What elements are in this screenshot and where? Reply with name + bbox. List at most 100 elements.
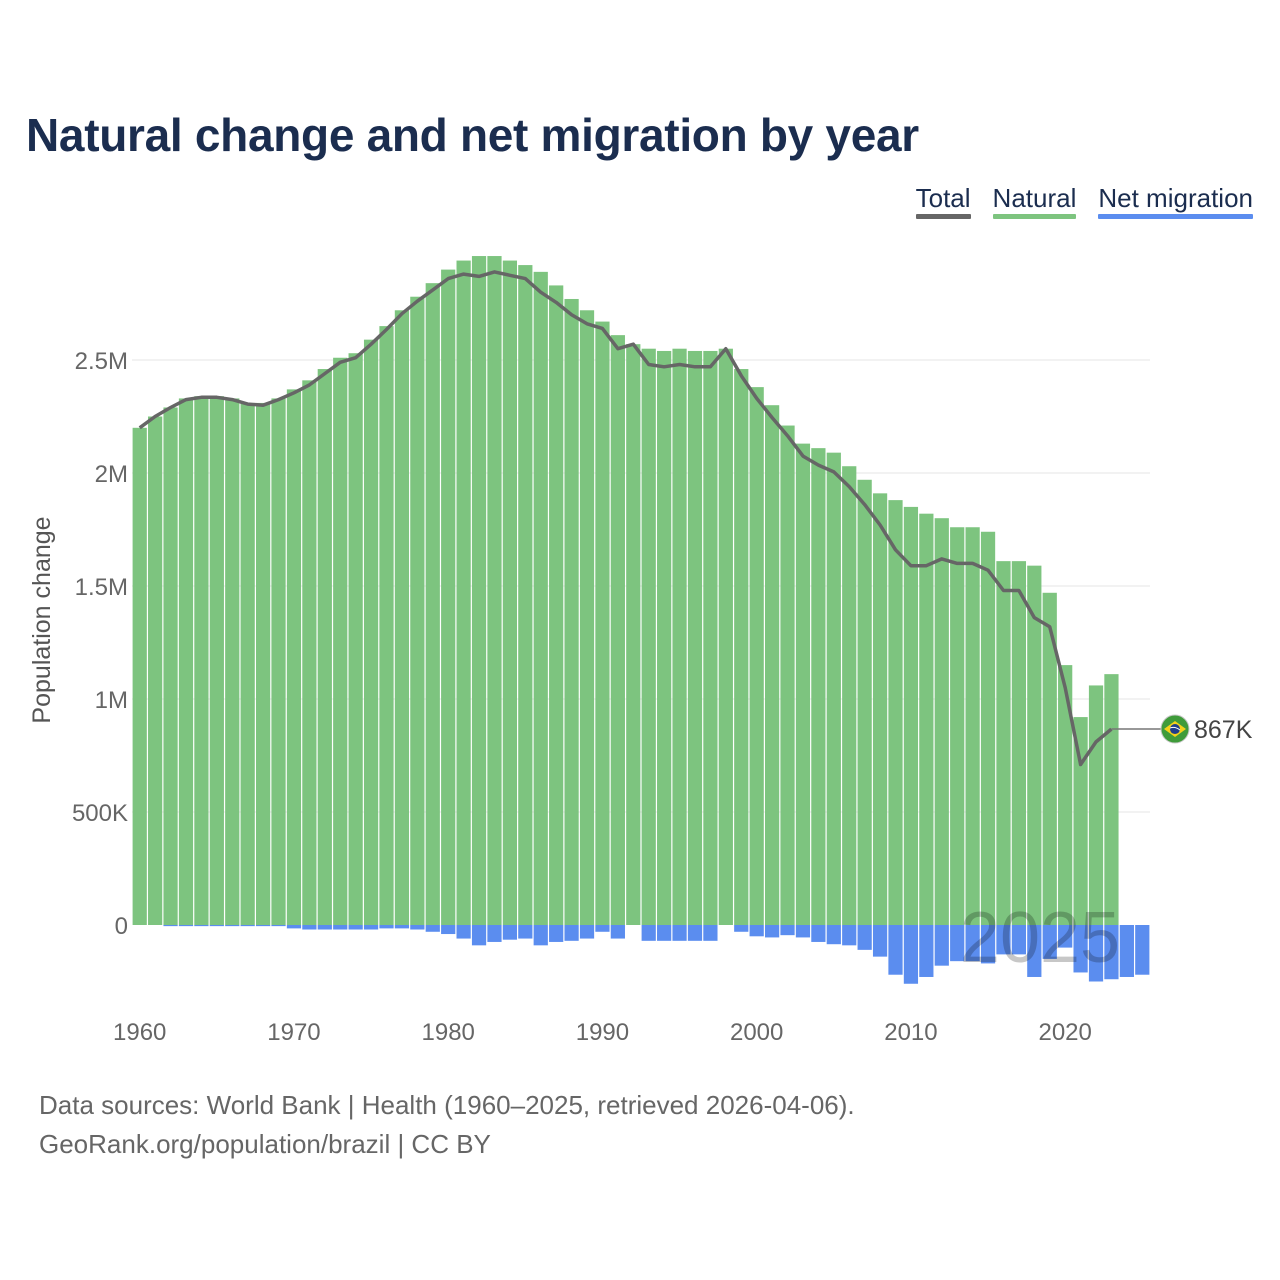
natural-bar-1973[interactable] [333,357,348,925]
natural-bar-2018[interactable] [1027,565,1042,925]
natural-bar-2011[interactable] [919,513,934,925]
natural-bar-2016[interactable] [996,561,1011,925]
migration-bar-1993[interactable] [641,925,656,941]
natural-bar-1984[interactable] [502,260,518,925]
natural-bar-1994[interactable] [657,350,672,926]
migration-bar-2017[interactable] [1011,925,1027,955]
natural-bar-2005[interactable] [826,452,841,925]
natural-bar-1960[interactable] [132,427,147,925]
natural-bar-1970[interactable] [286,389,302,925]
migration-bar-2009[interactable] [888,925,903,975]
natural-bar-2021[interactable] [1073,717,1088,925]
migration-bar-1999[interactable] [734,925,749,932]
natural-bar-1971[interactable] [302,380,317,926]
natural-bar-2007[interactable] [857,479,872,925]
natural-bar-2006[interactable] [842,466,857,925]
migration-bar-1962[interactable] [163,925,178,927]
migration-bar-1976[interactable] [379,925,394,929]
natural-bar-1962[interactable] [163,407,178,926]
migration-bar-1985[interactable] [518,925,533,939]
migration-bar-2023[interactable] [1104,925,1119,980]
natural-bar-1986[interactable] [533,271,548,925]
natural-bar-1965[interactable] [209,396,224,925]
migration-bar-1989[interactable] [579,925,595,939]
migration-bar-1991[interactable] [610,925,625,939]
migration-bar-2014[interactable] [965,925,980,962]
migration-bar-2010[interactable] [903,925,919,984]
migration-bar-2020[interactable] [1058,925,1073,948]
migration-bar-1971[interactable] [302,925,317,930]
natural-bar-1981[interactable] [456,260,471,925]
migration-bar-2021[interactable] [1073,925,1088,973]
natural-bar-1996[interactable] [687,350,703,926]
migration-bar-2013[interactable] [950,925,965,962]
natural-bar-1991[interactable] [610,335,625,925]
natural-bar-1978[interactable] [410,296,425,926]
natural-bar-2019[interactable] [1042,592,1057,925]
migration-bar-2004[interactable] [811,925,826,942]
migration-bar-2016[interactable] [996,925,1011,955]
total-line[interactable] [138,270,1113,767]
natural-bar-2004[interactable] [811,448,826,925]
natural-bar-1988[interactable] [564,298,579,926]
migration-bar-1972[interactable] [317,925,332,930]
natural-bar-2022[interactable] [1088,685,1104,925]
natural-bar-1999[interactable] [734,369,749,925]
migration-bar-1968[interactable] [255,925,271,927]
migration-bar-2024[interactable] [1119,925,1134,977]
natural-bar-1972[interactable] [317,369,332,925]
migration-bar-1995[interactable] [672,925,687,941]
natural-bar-1992[interactable] [626,344,641,925]
migration-bar-1980[interactable] [441,925,456,935]
migration-bar-2005[interactable] [826,925,841,945]
natural-bar-1995[interactable] [672,348,687,925]
migration-bar-2019[interactable] [1042,925,1057,959]
natural-bar-1966[interactable] [225,398,240,925]
migration-bar-2025[interactable] [1135,925,1150,975]
natural-bar-1976[interactable] [379,326,394,926]
natural-bar-2003[interactable] [795,443,811,925]
natural-bar-1967[interactable] [240,402,255,925]
natural-bar-2023[interactable] [1104,674,1119,925]
natural-bar-1982[interactable] [471,256,487,925]
migration-bar-2018[interactable] [1027,925,1042,977]
natural-bar-2017[interactable] [1011,561,1027,925]
migration-bar-1978[interactable] [410,925,425,930]
migration-bar-2002[interactable] [780,925,795,936]
natural-bar-1961[interactable] [148,416,163,926]
migration-bar-1997[interactable] [703,925,718,941]
natural-bar-2012[interactable] [934,518,949,925]
migration-bar-1981[interactable] [456,925,471,939]
migration-bar-2011[interactable] [919,925,934,977]
migration-bar-1982[interactable] [471,925,487,946]
natural-bar-1963[interactable] [178,398,194,925]
migration-bar-1994[interactable] [657,925,672,941]
migration-bar-1964[interactable] [194,925,209,927]
natural-bar-1979[interactable] [425,283,440,925]
natural-bar-2015[interactable] [980,531,996,925]
migration-bar-2001[interactable] [764,925,780,938]
natural-bar-1985[interactable] [518,265,533,926]
migration-bar-2015[interactable] [980,925,996,964]
natural-bar-2002[interactable] [780,425,795,925]
natural-bar-2001[interactable] [764,405,780,925]
natural-bar-1974[interactable] [348,353,363,926]
migration-bar-1973[interactable] [333,925,348,930]
natural-bar-2009[interactable] [888,500,903,925]
natural-bar-1983[interactable] [487,256,502,925]
natural-bar-2013[interactable] [950,527,965,925]
migration-bar-1975[interactable] [363,925,379,930]
migration-bar-2003[interactable] [795,925,811,938]
natural-bar-2020[interactable] [1058,665,1073,925]
natural-bar-1968[interactable] [255,402,271,925]
migration-bar-2000[interactable] [749,925,764,937]
natural-bar-2000[interactable] [749,387,764,925]
migration-bar-1969[interactable] [271,925,286,927]
natural-bar-2014[interactable] [965,527,980,925]
natural-bar-2010[interactable] [903,506,919,925]
migration-bar-1965[interactable] [209,925,224,927]
migration-bar-1987[interactable] [549,925,564,942]
natural-bar-1998[interactable] [718,348,733,925]
natural-bar-1987[interactable] [549,285,564,925]
migration-bar-2012[interactable] [934,925,949,966]
